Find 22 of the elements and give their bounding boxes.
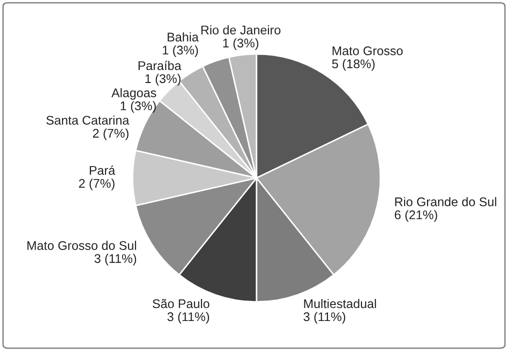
data-label: 3 (11%) [94,254,136,266]
data-label: 3 (11%) [167,312,210,324]
slice-label: São Paulo [152,298,210,308]
slice-label: Mato Grosso [332,46,403,56]
slice-label: Rio Grande do Sul [395,197,496,206]
data-label: 3 (11%) [304,312,346,324]
slice-label: Multiestadual [304,298,376,308]
slice-label: Alagoas [111,88,156,100]
data-label: 1 (3%) [145,74,181,86]
slice-label: Mato Grosso do Sul [27,240,136,250]
slice-label: Pará [90,166,116,175]
slice-label: Paraíba [138,60,182,70]
data-label: 1 (3%) [120,101,156,113]
data-label: 1 (3%) [162,45,198,57]
slice-label: Santa Catarina [46,116,130,125]
slice-label: Rio de Janeiro [201,25,280,34]
data-label: 1 (3%) [223,38,258,50]
data-label: 2 (7%) [79,178,114,190]
data-label: 5 (18%) [332,59,375,71]
data-label: 2 (7%) [93,128,128,140]
data-label: 6 (21%) [394,210,438,222]
slice-label: Bahia [168,32,199,42]
